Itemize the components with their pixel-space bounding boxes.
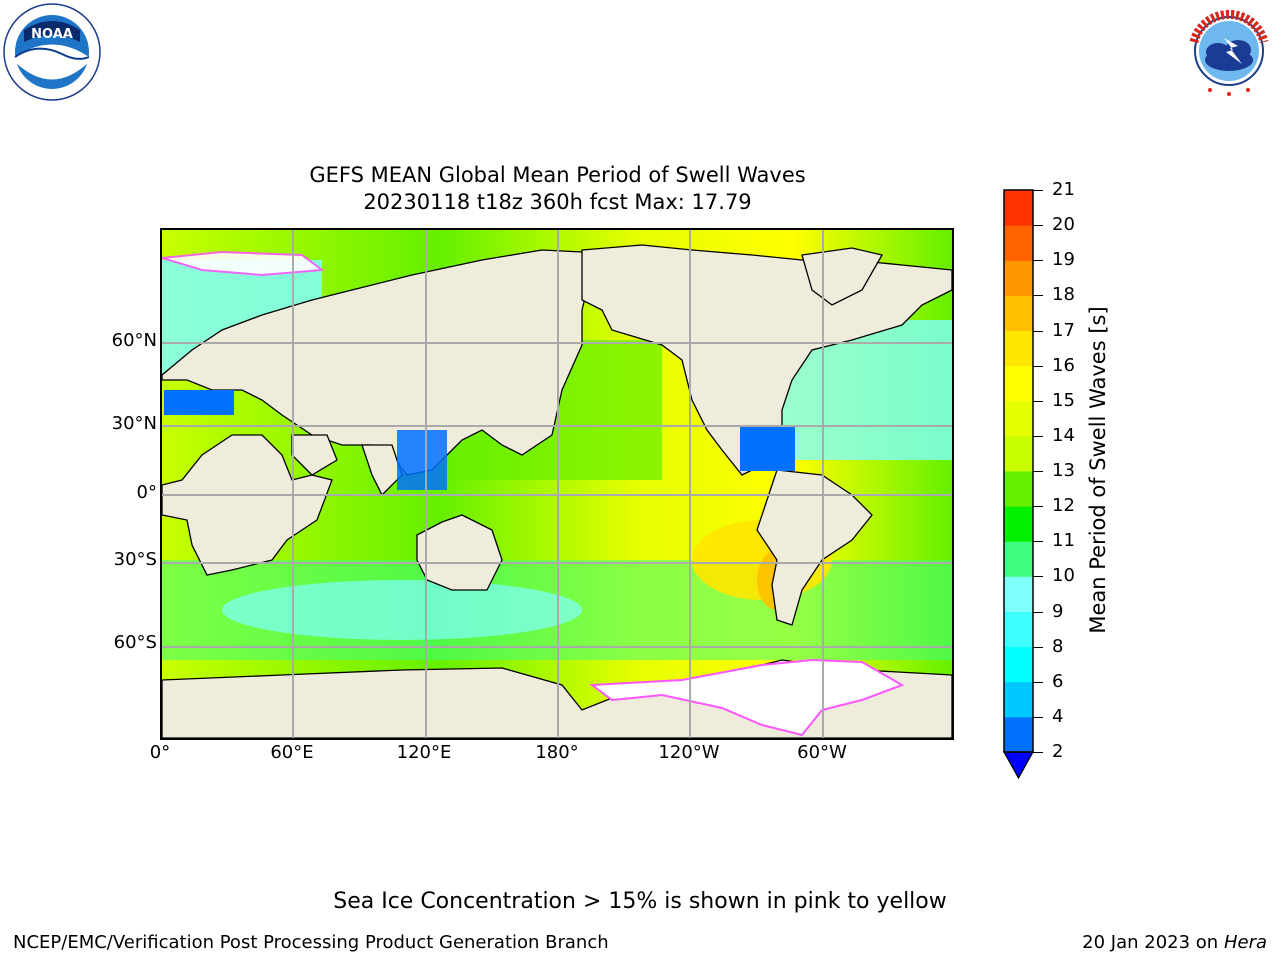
- lon-label-60w: 60°W: [797, 742, 847, 763]
- colorbar-tick-mark: [1033, 435, 1043, 437]
- colorbar-tick-mark: [1033, 295, 1043, 297]
- map-svg: [162, 230, 952, 738]
- colorbar-bin: [1004, 365, 1033, 402]
- colorbar-tick-mark: [1033, 646, 1043, 648]
- footer-date: 20 Jan 2023 on Hera: [1082, 932, 1267, 953]
- europe-asia: [162, 249, 593, 476]
- colorbar-tick-mark: [1033, 400, 1043, 402]
- colorbar-bin: [1004, 576, 1033, 612]
- lat-label-eq: 0°: [136, 482, 157, 503]
- lon-label-120w: 120°W: [658, 742, 720, 763]
- footer-date-text: 20 Jan 2023 on: [1082, 932, 1224, 953]
- colorbar-bin: [1004, 681, 1033, 718]
- colorbar-tick-label: 12: [1052, 495, 1075, 517]
- arctic-ice-edge: [162, 250, 325, 277]
- colorbar-tick-mark: [1033, 752, 1043, 753]
- gridlines: [162, 230, 952, 738]
- colorbar-tick-label: 9: [1052, 600, 1064, 622]
- colorbar-tick-mark: [1033, 506, 1043, 508]
- colorbar-tick-label: 16: [1052, 354, 1075, 376]
- colorbar-tick-label: 2: [1052, 741, 1064, 762]
- colorbar-bin: [1004, 541, 1033, 577]
- colorbar-bin: [1004, 260, 1033, 296]
- colorbar-tick-mark: [1033, 716, 1043, 718]
- lat-label-30s: 30°S: [113, 549, 157, 570]
- lon-label-120e: 120°E: [396, 742, 452, 763]
- colorbar-tick-label: 19: [1052, 249, 1075, 271]
- colorbar-bin: [1004, 435, 1033, 472]
- africa: [162, 434, 333, 576]
- colorbar-bin: [1004, 611, 1033, 648]
- colorbar-bin: [1004, 400, 1033, 437]
- south-indian-band: [222, 580, 582, 640]
- noaa-logo-text: NOAA: [31, 27, 73, 42]
- colorbar-tick-label: 11: [1052, 530, 1075, 552]
- colorbar-tick-label: 4: [1052, 705, 1064, 727]
- colorbar-tick-mark: [1033, 611, 1043, 613]
- colorbar-tick-mark: [1033, 260, 1043, 262]
- india: [361, 444, 403, 497]
- colorbar-tick-label: 8: [1052, 635, 1064, 657]
- australia: [416, 514, 503, 591]
- lon-label-0: 0°: [149, 742, 171, 763]
- colorbar-tick-label: 17: [1052, 319, 1075, 341]
- colorbar-tick-mark: [1033, 365, 1043, 367]
- colorbar-bin: [1004, 646, 1033, 683]
- chart-title: GEFS MEAN Global Mean Period of Swell Wa…: [309, 163, 806, 187]
- lat-label-60n: 60°N: [111, 330, 157, 351]
- colorbar-extend-min: [1002, 751, 1035, 780]
- gulf-of-mexico: [740, 426, 795, 471]
- colorbar-bin: [1004, 716, 1033, 753]
- colorbar-bin: [1004, 506, 1033, 542]
- sea-ice-note: Sea Ice Concentration > 15% is shown in …: [333, 889, 947, 914]
- colorbar-bin: [1004, 225, 1033, 261]
- map-panel: [160, 228, 954, 740]
- colorbar-label: Mean Period of Swell Waves [s]: [1086, 306, 1110, 634]
- colorbar-tick-label: 13: [1052, 460, 1075, 481]
- colorbar: [1002, 188, 1035, 788]
- colorbar-tick-mark: [1033, 541, 1043, 543]
- colorbar-tick-mark: [1033, 190, 1043, 191]
- noaa-logo: NOAA: [2, 2, 102, 106]
- nws-logo: [1180, 2, 1278, 104]
- chart-subtitle: 20230118 t18z 360h fcst Max: 17.79: [363, 190, 752, 214]
- antarctic-sea-ice: [589, 658, 905, 737]
- colorbar-tick-label: 18: [1052, 284, 1075, 306]
- colorbar-tick-label: 6: [1052, 670, 1064, 692]
- colorbar-bin: [1004, 330, 1033, 367]
- footer-credit: NCEP/EMC/Verification Post Processing Pr…: [13, 932, 609, 953]
- colorbar-tick-mark: [1033, 681, 1043, 683]
- colorbar-tick-mark: [1033, 576, 1043, 578]
- footer-host: Hera: [1223, 932, 1267, 953]
- mediterranean: [164, 390, 234, 415]
- lon-label-180: 180°: [535, 742, 579, 763]
- colorbar-tick-label: 20: [1052, 214, 1075, 236]
- colorbar-tick-mark: [1033, 330, 1043, 332]
- colorbar-tick-label: 10: [1052, 565, 1075, 587]
- colorbar-tick-label: 15: [1052, 389, 1075, 411]
- colorbar-tick-label: 21: [1052, 179, 1075, 200]
- colorbar-tick-mark: [1033, 225, 1043, 227]
- south-america: [756, 469, 873, 626]
- colorbar-bin: [1004, 471, 1033, 507]
- south-china-sea: [397, 430, 447, 490]
- colorbar-bin: [1004, 190, 1033, 226]
- lat-label-60s: 60°S: [113, 632, 157, 653]
- lat-label-30n: 30°N: [111, 413, 157, 434]
- lon-label-60e: 60°E: [270, 742, 314, 763]
- colorbar-tick-mark: [1033, 471, 1043, 472]
- colorbar-tick-label: 14: [1052, 424, 1075, 446]
- colorbar-bin: [1004, 295, 1033, 331]
